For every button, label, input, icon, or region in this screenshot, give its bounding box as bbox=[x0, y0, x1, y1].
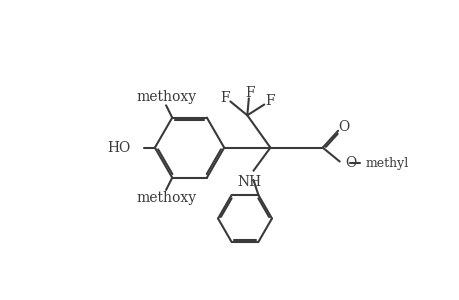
Text: F: F bbox=[245, 86, 255, 100]
Text: O: O bbox=[337, 120, 348, 134]
Text: F: F bbox=[220, 92, 230, 105]
Text: methyl: methyl bbox=[364, 157, 408, 169]
Text: methoxy: methoxy bbox=[136, 191, 196, 206]
Text: NH: NH bbox=[237, 175, 261, 189]
Text: HO: HO bbox=[107, 141, 131, 155]
Text: F: F bbox=[265, 94, 274, 108]
Text: O: O bbox=[344, 156, 356, 170]
Text: methoxy: methoxy bbox=[136, 90, 196, 104]
